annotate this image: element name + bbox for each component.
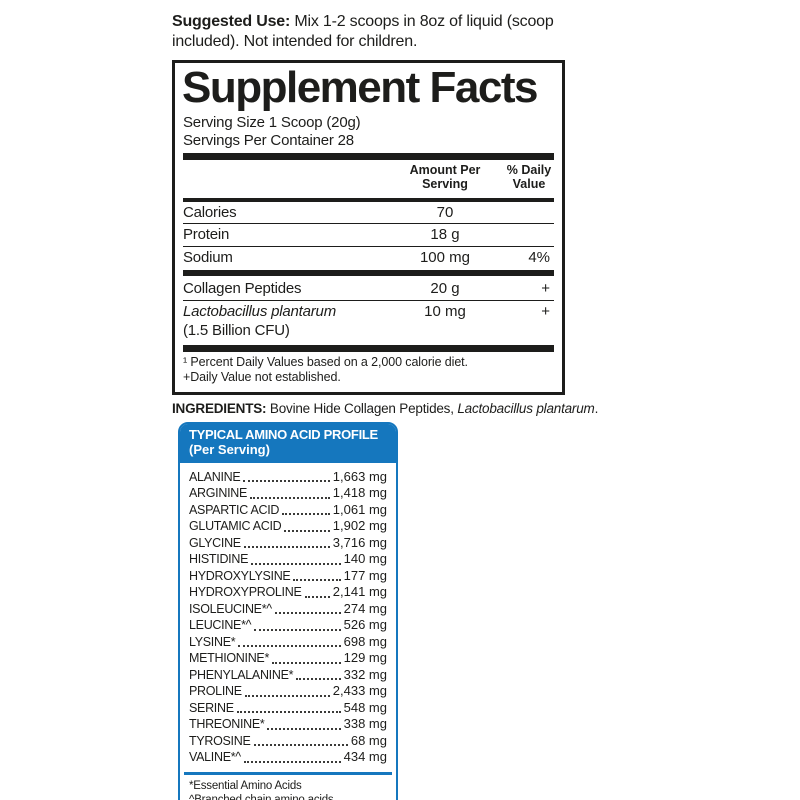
nutrient-row-protein: Protein 18 g: [183, 226, 460, 244]
ingredients-line: INGREDIENTS: Bovine Hide Collagen Peptid…: [172, 401, 599, 417]
essential-footnote: *Essential Amino Acids: [189, 779, 302, 792]
suggested-use-body: Mix 1-2 scoops in 8oz of liquid (scoop i…: [172, 13, 554, 51]
amino-row-hydroxyproline: HYDROXYPROLINE 2,141 mg: [189, 584, 387, 600]
ingredients-species: Lactobacillus plantarum: [457, 401, 595, 417]
lactobacillus-name: Lactobacillus plantarum: [183, 302, 336, 320]
amino-row-leucine: LEUCINE*^ 526 mg: [189, 617, 387, 633]
not-established-footnote: +Daily Value not established.: [183, 370, 341, 385]
amino-row-arginine: ARGININE 1,418 mg: [189, 485, 387, 501]
thick-divider: [183, 344, 554, 352]
amino-footnotes: *Essential Amino Acids ^Branched chain a…: [180, 779, 396, 800]
amino-row-proline: PROLINE 2,433 mg: [189, 683, 387, 699]
amino-profile-subtitle: (Per Serving): [189, 442, 270, 457]
nutrient-row-calories: Calories 70: [183, 203, 454, 221]
dot-leader: [274, 612, 341, 615]
amino-row-alanine: ALANINE 1,663 mg: [189, 468, 387, 484]
thick-divider: [183, 270, 554, 277]
blue-divider: [184, 771, 392, 775]
amino-row-aspartic-acid: ASPARTIC ACID 1,061 mg: [189, 501, 387, 517]
nutrient-row-sodium: Sodium 100 mg 4%: [183, 248, 550, 266]
nutrient-row-lactobacillus: Lactobacillus plantarum (1.5 Billion CFU…: [183, 302, 550, 340]
amino-acid-profile-panel: TYPICAL AMINO ACID PROFILE (Per Serving)…: [178, 422, 398, 800]
daily-value-header: % Daily Value: [506, 163, 552, 192]
dot-leader: [244, 694, 330, 697]
amino-row-glycine: GLYCINE 3,716 mg: [189, 534, 387, 550]
column-header-row: Amount Per Serving % Daily Value: [183, 161, 554, 197]
amino-row-isoleucine: ISOLEUCINE*^ 274 mg: [189, 600, 387, 616]
amino-acid-profile-header: TYPICAL AMINO ACID PROFILE (Per Serving): [180, 424, 396, 463]
amino-row-tyrosine: TYROSINE 68 mg: [189, 732, 387, 748]
dot-leader: [236, 711, 341, 714]
amino-row-valine: VALINE*^ 434 mg: [189, 749, 387, 765]
serving-size: Serving Size 1 Scoop (20g): [183, 113, 361, 131]
amino-acid-list: ALANINE 1,663 mg ARGININE 1,418 mg ASPARTI…: [180, 463, 396, 766]
dot-leader: [243, 760, 341, 763]
amino-row-methionine: METHIONINE* 129 mg: [189, 650, 387, 666]
nutrient-row-collagen-peptides: Collagen Peptides 20 g +: [183, 280, 550, 298]
amino-profile-title: TYPICAL AMINO ACID PROFILE: [189, 427, 378, 443]
medium-divider: [183, 197, 554, 202]
dot-leader: [254, 628, 341, 631]
dot-leader: [243, 480, 330, 483]
daily-value-footnote: ¹ Percent Daily Values based on a 2,000 …: [183, 354, 468, 369]
dot-leader: [293, 579, 341, 582]
amino-row-lysine: LYSINE* 698 mg: [189, 633, 387, 649]
dot-leader: [251, 562, 341, 565]
thin-divider: [183, 245, 554, 247]
dot-leader: [243, 546, 330, 549]
amino-row-histidine: HISTIDINE 140 mg: [189, 551, 387, 567]
amount-per-serving-header: Amount Per Serving: [409, 163, 481, 192]
thin-divider: [183, 223, 554, 225]
dot-leader: [282, 513, 330, 516]
amino-row-glutamic-acid: GLUTAMIC ACID 1,902 mg: [189, 518, 387, 534]
servings-per-container: Servings Per Container 28: [183, 131, 354, 149]
dot-leader: [296, 678, 341, 681]
dot-leader: [272, 661, 341, 664]
dot-leader: [238, 645, 341, 648]
supplement-facts-title: Supplement Facts: [182, 62, 538, 112]
dot-leader: [284, 529, 330, 532]
ingredients-label: INGREDIENTS:: [172, 401, 267, 417]
thick-divider: [183, 153, 554, 161]
thin-divider: [183, 299, 554, 301]
suggested-use-text: Suggested Use: Mix 1-2 scoops in 8oz of …: [172, 12, 568, 53]
supplement-facts-panel: Supplement Facts Serving Size 1 Scoop (2…: [172, 59, 565, 396]
dot-leader: [304, 595, 330, 598]
amino-row-phenylalanine: PHENYLALANINE* 332 mg: [189, 666, 387, 682]
amino-row-threonine: THREONINE* 338 mg: [189, 716, 387, 732]
suggested-use-label: Suggested Use:: [172, 13, 291, 30]
amino-row-hydroxylysine: HYDROXYLYSINE 177 mg: [189, 567, 387, 583]
dot-leader: [250, 496, 330, 499]
amino-row-serine: SERINE 548 mg: [189, 699, 387, 715]
dot-leader: [253, 744, 348, 747]
dot-leader: [267, 727, 341, 730]
branched-footnote: ^Branched chain amino acids: [189, 793, 387, 800]
cfu-note: (1.5 Billion CFU): [183, 322, 290, 340]
